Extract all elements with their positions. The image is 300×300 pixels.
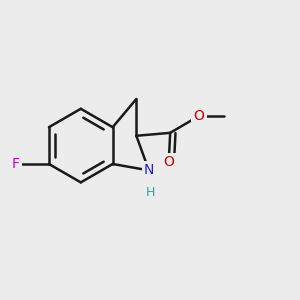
- Text: O: O: [163, 154, 174, 169]
- Text: F: F: [12, 157, 20, 171]
- Text: O: O: [194, 109, 204, 123]
- Text: H: H: [146, 186, 155, 199]
- Text: N: N: [144, 164, 154, 177]
